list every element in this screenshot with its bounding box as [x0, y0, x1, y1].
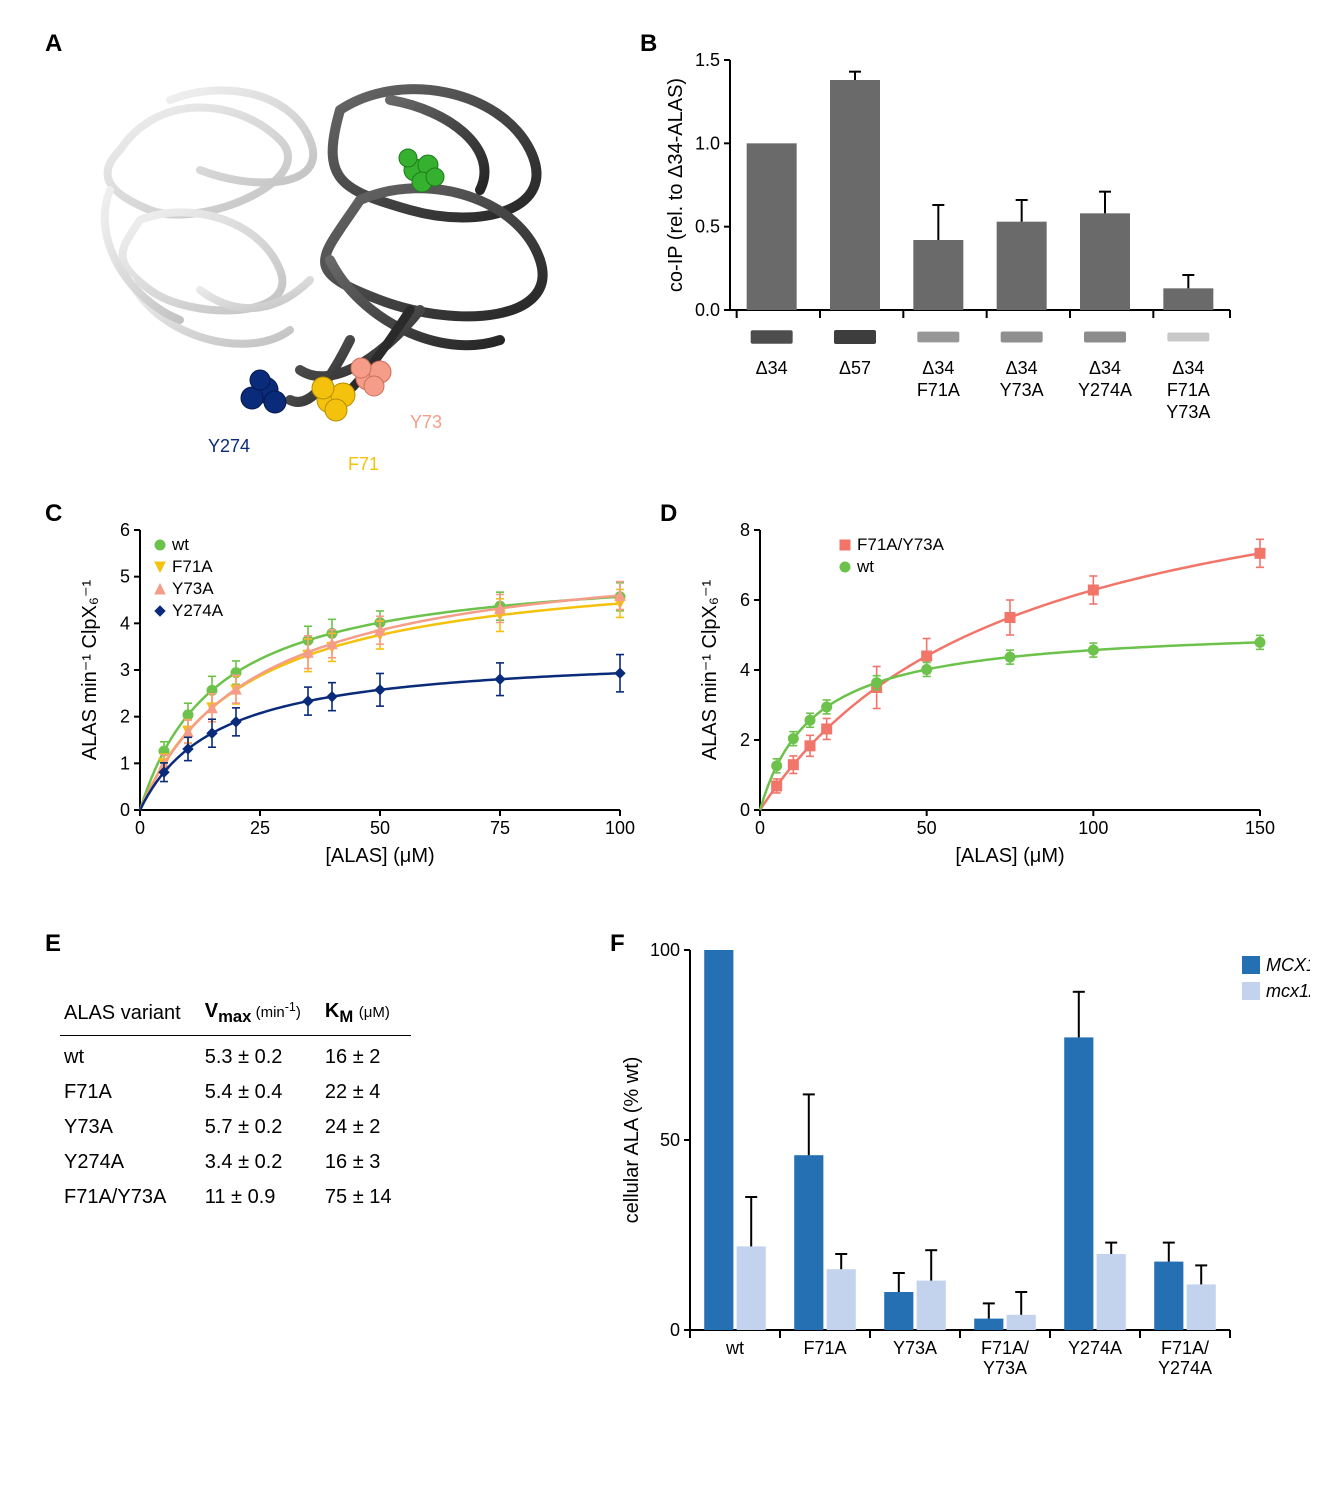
- svg-text:Δ34: Δ34: [1172, 358, 1204, 378]
- svg-text:Y274A: Y274A: [1078, 380, 1132, 400]
- svg-text:Y73A: Y73A: [893, 1338, 937, 1358]
- svg-text:0.0: 0.0: [695, 300, 720, 320]
- svg-text:wt: wt: [856, 557, 874, 576]
- panel-label-d: D: [660, 500, 677, 528]
- svg-text:2: 2: [120, 707, 130, 727]
- panel-label-a: A: [45, 30, 62, 58]
- svg-text:6: 6: [120, 520, 130, 540]
- svg-text:0.5: 0.5: [695, 217, 720, 237]
- svg-text:Δ34: Δ34: [922, 358, 954, 378]
- svg-text:4: 4: [120, 613, 130, 633]
- svg-text:0: 0: [740, 800, 750, 820]
- svg-text:50: 50: [370, 818, 390, 838]
- svg-text:50: 50: [660, 1130, 680, 1150]
- svg-text:F71A/: F71A/: [981, 1338, 1029, 1358]
- svg-text:0: 0: [670, 1320, 680, 1340]
- svg-text:F71A: F71A: [803, 1338, 846, 1358]
- panel-f-bar-chart: 050100cellular ALA (% wt)wtF71AY73AF71A/…: [610, 930, 1300, 1460]
- svg-text:Δ34: Δ34: [1089, 358, 1121, 378]
- svg-text:75: 75: [490, 818, 510, 838]
- svg-text:25: 25: [250, 818, 270, 838]
- svg-text:0: 0: [120, 800, 130, 820]
- svg-text:Y73A: Y73A: [983, 1358, 1027, 1378]
- svg-text:Y73A: Y73A: [1000, 380, 1044, 400]
- panel-e-table: ALAS variantVmax (min-1)KM (μM)wt5.3 ± 0…: [60, 960, 580, 1215]
- svg-text:F71A/: F71A/: [1161, 1338, 1209, 1358]
- panel-label-b: B: [640, 30, 657, 58]
- residue-label-y274: Y274: [208, 436, 250, 457]
- svg-text:mcx1Δ: mcx1Δ: [1266, 981, 1310, 1001]
- svg-text:Y274A: Y274A: [1158, 1358, 1212, 1378]
- svg-text:Y73A: Y73A: [1166, 402, 1210, 422]
- svg-text:F71A: F71A: [1167, 380, 1210, 400]
- svg-text:1: 1: [120, 753, 130, 773]
- svg-text:2: 2: [740, 730, 750, 750]
- svg-text:co-IP (rel. to Δ34-ALAS): co-IP (rel. to Δ34-ALAS): [665, 78, 687, 292]
- svg-text:3: 3: [120, 660, 130, 680]
- svg-text:0: 0: [755, 818, 765, 838]
- svg-text:MCX1: MCX1: [1266, 955, 1310, 975]
- svg-text:Δ34: Δ34: [756, 358, 788, 378]
- svg-text:wt: wt: [171, 535, 189, 554]
- protein-structure-svg: [80, 60, 570, 440]
- svg-text:cellular ALA (% wt): cellular ALA (% wt): [621, 1057, 643, 1224]
- svg-text:100: 100: [1078, 818, 1108, 838]
- svg-text:ALAS min⁻¹ ClpX₆⁻¹: ALAS min⁻¹ ClpX₆⁻¹: [79, 580, 101, 761]
- svg-text:1.5: 1.5: [695, 50, 720, 70]
- svg-text:1.0: 1.0: [695, 133, 720, 153]
- svg-text:100: 100: [650, 940, 680, 960]
- svg-text:[ALAS] (μM): [ALAS] (μM): [325, 845, 434, 867]
- svg-text:4: 4: [740, 660, 750, 680]
- panel-b-bar-chart: 0.0 0.5 1.0 1.5 co-IP (rel. to Δ34-ALAS) Δ34 Δ…: [660, 50, 1280, 450]
- svg-text:F71A/Y73A: F71A/Y73A: [857, 535, 945, 554]
- panel-c-kinetics-chart: 0 25 50 75 100 0 1 2 3 4 5 6 [ALAS] (μM) ALAS min⁻¹ C…: [60, 510, 660, 890]
- svg-text:5: 5: [120, 567, 130, 587]
- residue-label-f71: F71: [348, 454, 379, 475]
- panel-d-kinetics-chart: 0 50 100 150 0 2 4 6 8 [ALAS] (μM) ALAS min⁻¹ ClpX…: [680, 510, 1300, 890]
- svg-text:Δ57: Δ57: [839, 358, 871, 378]
- svg-text:Y73A: Y73A: [172, 579, 214, 598]
- svg-text:[ALAS] (μM): [ALAS] (μM): [955, 845, 1064, 867]
- svg-text:6: 6: [740, 590, 750, 610]
- svg-text:F71A: F71A: [917, 380, 960, 400]
- svg-text:8: 8: [740, 520, 750, 540]
- svg-text:wt: wt: [725, 1338, 744, 1358]
- svg-text:Y274A: Y274A: [172, 601, 224, 620]
- panel-label-e: E: [45, 930, 61, 958]
- svg-text:150: 150: [1245, 818, 1275, 838]
- svg-text:Δ34: Δ34: [1006, 358, 1038, 378]
- residue-label-y73: Y73: [410, 412, 442, 433]
- residue-f71: [312, 377, 355, 421]
- svg-text:100: 100: [605, 818, 635, 838]
- svg-text:0: 0: [135, 818, 145, 838]
- svg-text:F71A: F71A: [172, 557, 213, 576]
- panel-a-structure: [80, 60, 570, 440]
- svg-text:Y274A: Y274A: [1068, 1338, 1122, 1358]
- residue-y274: [241, 370, 286, 413]
- svg-text:ALAS min⁻¹ ClpX₆⁻¹: ALAS min⁻¹ ClpX₆⁻¹: [699, 580, 721, 761]
- svg-text:50: 50: [917, 818, 937, 838]
